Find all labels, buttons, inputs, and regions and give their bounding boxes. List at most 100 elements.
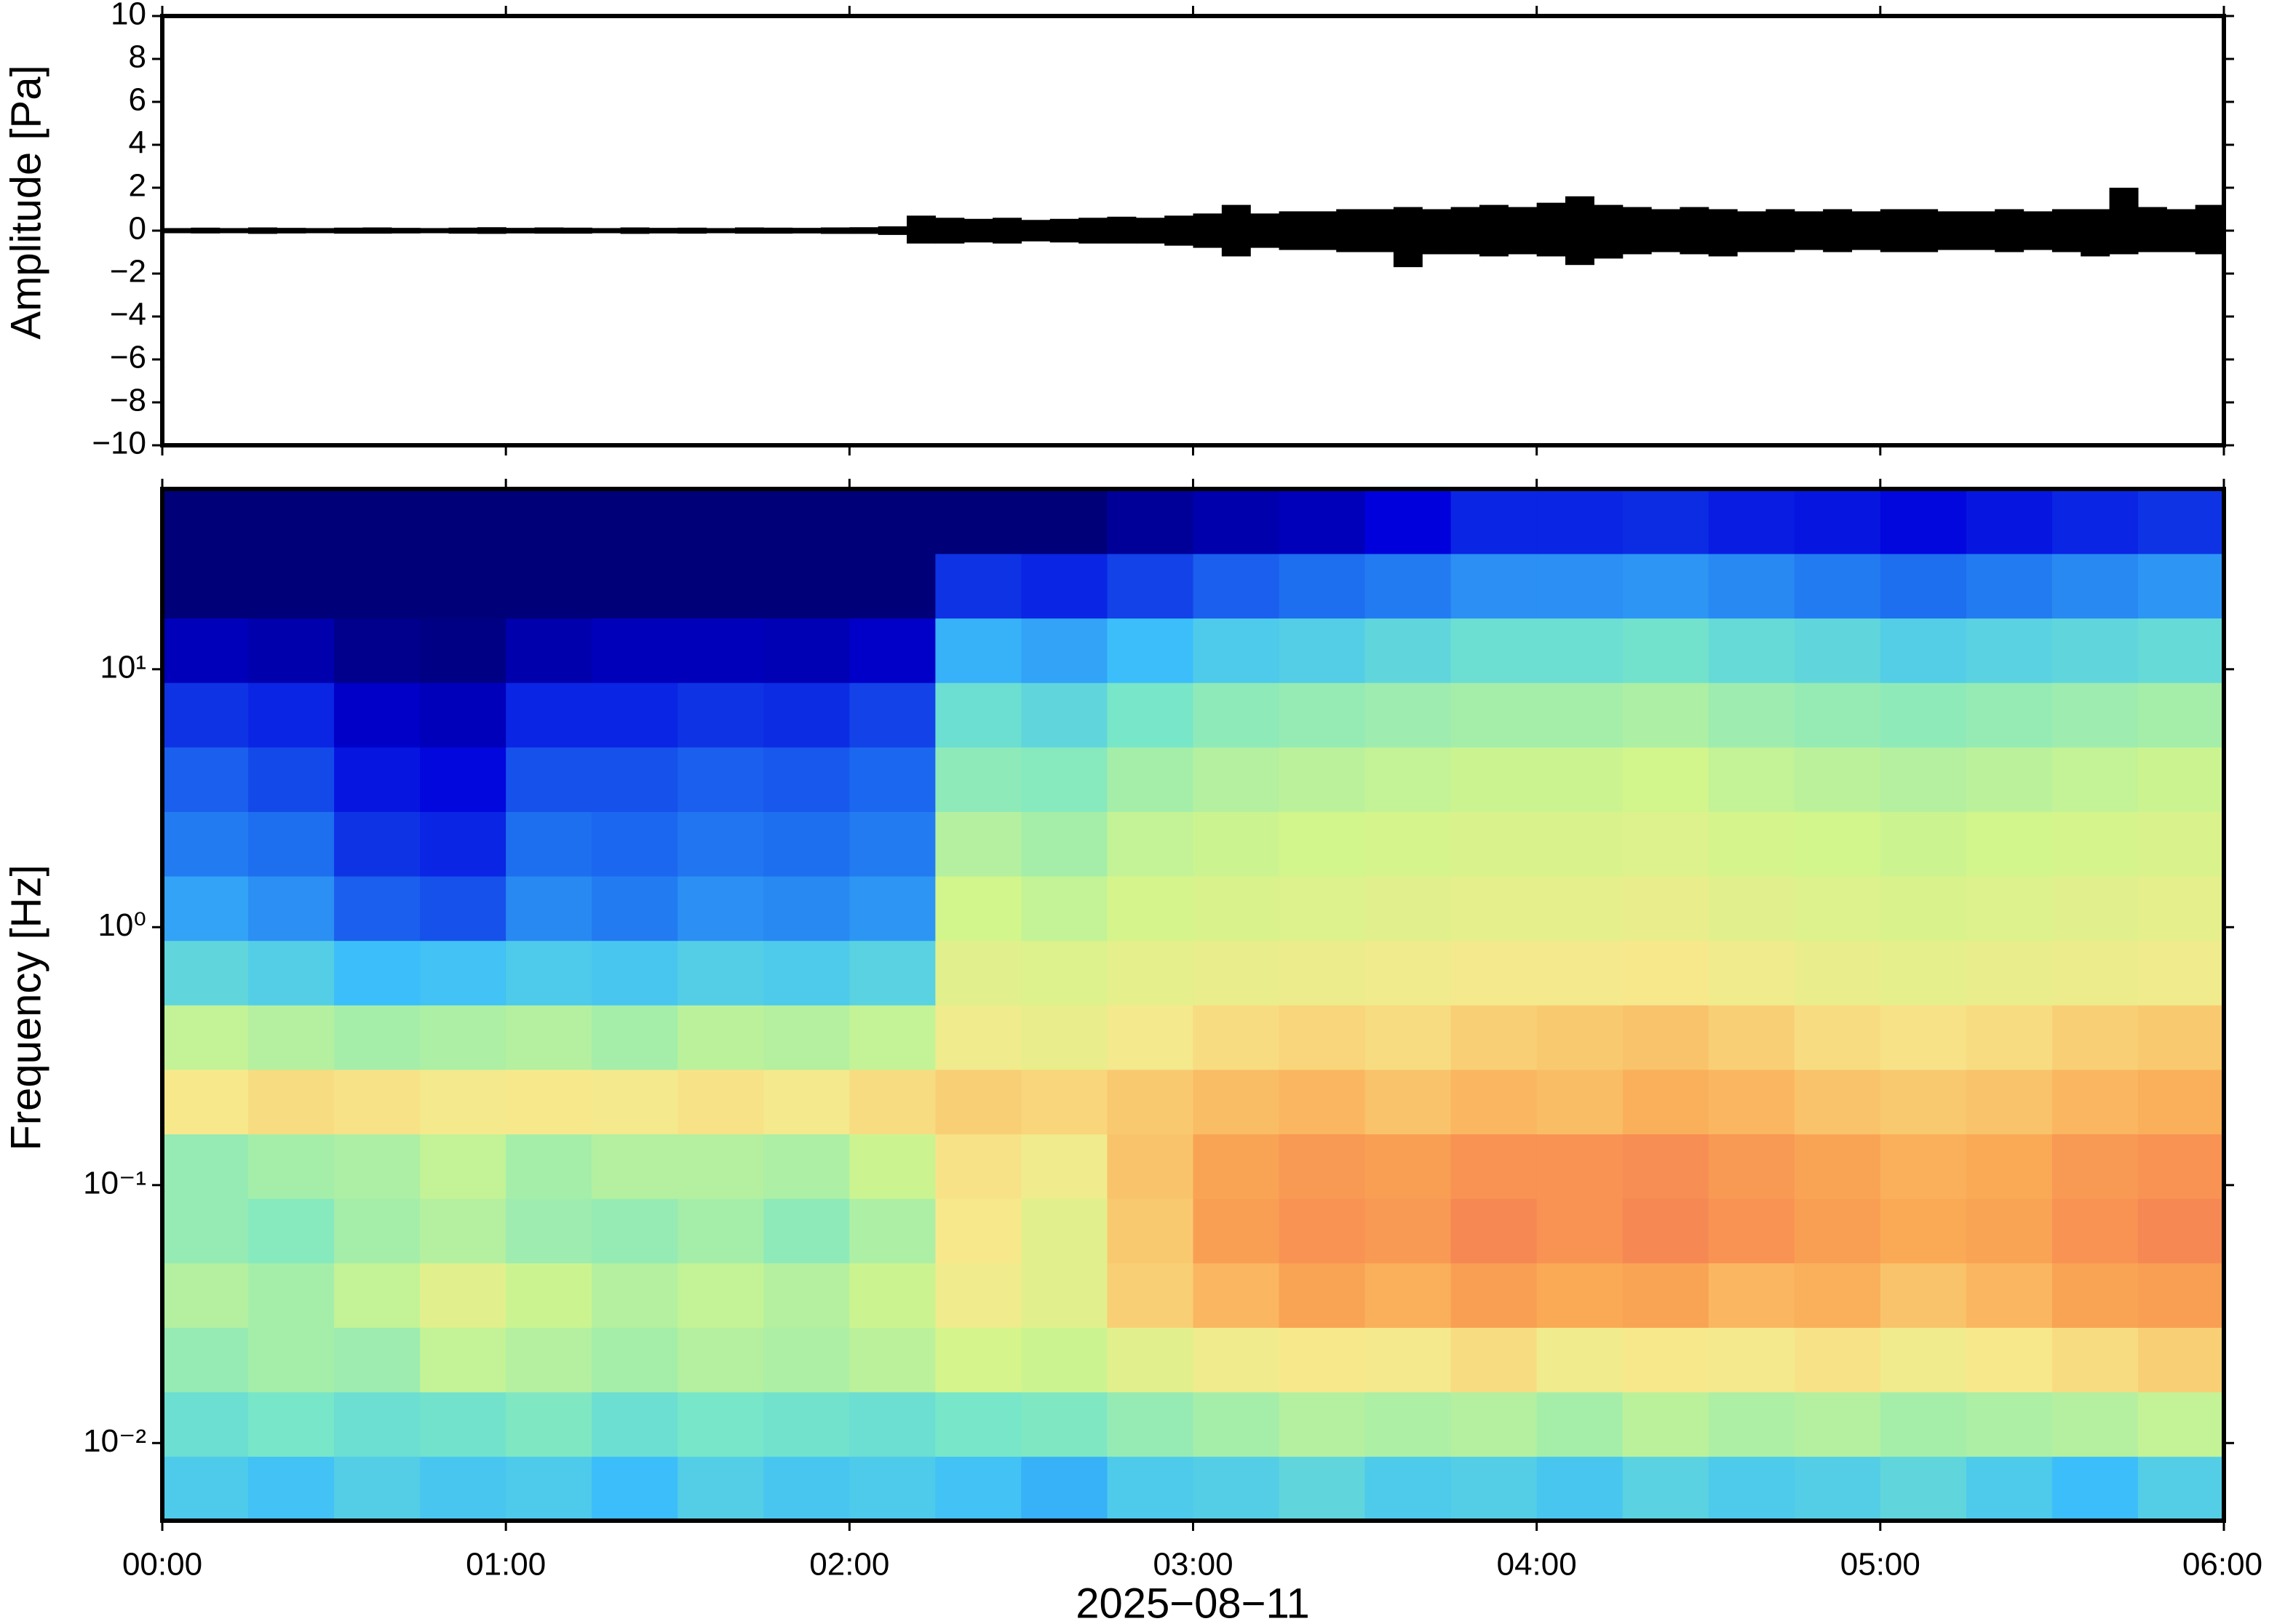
- x-tick-label: 02:00: [809, 1547, 889, 1583]
- spectrogram-cell: [1021, 489, 1108, 554]
- spectrogram-cell: [1021, 811, 1108, 877]
- spectrogram-cell: [1622, 1069, 1709, 1135]
- spectrogram-cell: [334, 1198, 421, 1264]
- spectrogram-cell: [2051, 1327, 2139, 1393]
- spectrogram-cell: [506, 1327, 593, 1393]
- waveform-envelope: [935, 218, 965, 244]
- spectrogram-cell: [2051, 875, 2139, 942]
- spectrogram-cell: [2051, 1134, 2139, 1199]
- spectrogram-cell: [1966, 940, 2053, 1006]
- spectrogram-cell: [2137, 1327, 2225, 1393]
- spectrogram-cell: [677, 875, 765, 942]
- spectrogram-cell: [1880, 1262, 1967, 1328]
- spectrogram-cell: [1107, 1134, 1194, 1199]
- waveform-envelope: [1765, 209, 1795, 252]
- spectrogram-cell: [2051, 1456, 2139, 1521]
- spectrogram-cell: [1708, 811, 1795, 877]
- waveform-envelope: [677, 227, 707, 234]
- waveform-envelope: [1450, 207, 1480, 255]
- spectrogram-cell: [1450, 1262, 1538, 1328]
- spectrogram-cell: [1966, 1069, 2053, 1135]
- spectrogram-cell: [1708, 747, 1795, 812]
- y-tick-label: 10⁰: [98, 907, 146, 943]
- x-tick-label: 01:00: [466, 1547, 546, 1583]
- spectrogram-cell: [1708, 553, 1795, 619]
- spectrogram-cell: [1364, 1456, 1452, 1521]
- x-tick-label: 04:00: [1497, 1547, 1577, 1583]
- spectrogram-cell: [2137, 1005, 2225, 1070]
- spectrogram-cell: [1708, 682, 1795, 748]
- waveform-envelope: [1880, 209, 1910, 252]
- y-tick-label: 4: [129, 125, 146, 161]
- waveform-envelope: [1250, 213, 1280, 248]
- spectrogram-cell: [2137, 1456, 2225, 1521]
- waveform-envelope: [448, 227, 478, 234]
- spectrogram-cell: [2051, 682, 2139, 748]
- spectrogram-cell: [1279, 1069, 1366, 1135]
- spectrogram-cell: [763, 1262, 851, 1328]
- spectrogram-cell: [1794, 1198, 1881, 1264]
- spectrogram-cell: [420, 682, 506, 748]
- waveform-envelope: [1021, 220, 1051, 242]
- y-tick-label: 10¹: [100, 649, 146, 685]
- spectrogram-cell: [1364, 940, 1452, 1006]
- spectrogram-cell: [592, 747, 679, 812]
- spectrogram-cell: [1966, 811, 2053, 877]
- spectrogram-cell: [1193, 1391, 1280, 1457]
- spectrogram-cell: [248, 1198, 335, 1264]
- spectrogram-cell: [248, 618, 335, 683]
- spectrogram-cell: [1021, 940, 1108, 1006]
- spectrogram-cell: [248, 682, 335, 748]
- spectrogram-cell: [1794, 875, 1881, 942]
- spectrogram-cell: [677, 489, 765, 554]
- spectrogram-cell: [849, 1134, 937, 1199]
- spectrogram-cell: [248, 1391, 335, 1457]
- spectrogram-cell: [1193, 1134, 1280, 1199]
- waveform-envelope: [993, 218, 1022, 244]
- spectrogram-cell: [1708, 618, 1795, 683]
- spectrogram-cell: [1107, 1327, 1194, 1393]
- spectrogram-cell: [592, 1262, 679, 1328]
- spectrogram-cell: [1450, 682, 1538, 748]
- spectrogram-cell: [849, 682, 937, 748]
- spectrogram-cell: [935, 1134, 1022, 1199]
- y-tick-label: 10⁻²: [83, 1423, 146, 1459]
- spectrogram-cell: [420, 1456, 506, 1521]
- spectrogram-cell: [2051, 1198, 2139, 1264]
- waveform-envelope: [763, 227, 793, 234]
- spectrogram-cell: [677, 1069, 765, 1135]
- spectrogram-cell: [1450, 1327, 1538, 1393]
- spectrogram-cell: [1880, 1134, 1967, 1199]
- spectrogram-cell: [1708, 940, 1795, 1006]
- spectrogram-cell: [1622, 1198, 1709, 1264]
- waveform-envelope: [506, 228, 536, 234]
- spectrogram-cell: [162, 553, 249, 619]
- waveform-envelope: [534, 227, 564, 234]
- spectrogram-cell: [849, 875, 937, 942]
- spectrogram-cell: [763, 1327, 851, 1393]
- spectrogram-cell: [506, 1391, 593, 1457]
- spectrogram-cell: [592, 811, 679, 877]
- spectrogram-cell: [1622, 1262, 1709, 1328]
- spectrogram-cell: [1536, 1198, 1624, 1264]
- spectrogram-cell: [420, 811, 506, 877]
- spectrogram-cell: [248, 811, 335, 877]
- spectrogram-cell: [1193, 1069, 1280, 1135]
- waveform-envelope: [1680, 207, 1709, 255]
- spectrogram-cell: [1279, 489, 1366, 554]
- spectrogram-cell: [334, 682, 421, 748]
- spectrogram-cell: [1708, 1327, 1795, 1393]
- spectrogram-cell: [334, 747, 421, 812]
- spectrogram-cell: [1193, 747, 1280, 812]
- spectrogram-cell: [420, 618, 506, 683]
- spectrogram-cell: [935, 1005, 1022, 1070]
- waveform-envelope: [1708, 209, 1738, 257]
- spectrogram-cell: [849, 1456, 937, 1521]
- spectrogram-cell: [248, 940, 335, 1006]
- spectrogram-cell: [935, 1456, 1022, 1521]
- waveform-envelope: [1651, 209, 1681, 252]
- spectrogram-cell: [2137, 747, 2225, 812]
- spectrogram-cell: [1193, 1198, 1280, 1264]
- spectrogram-cell: [2137, 682, 2225, 748]
- spectrogram-cell: [506, 1198, 593, 1264]
